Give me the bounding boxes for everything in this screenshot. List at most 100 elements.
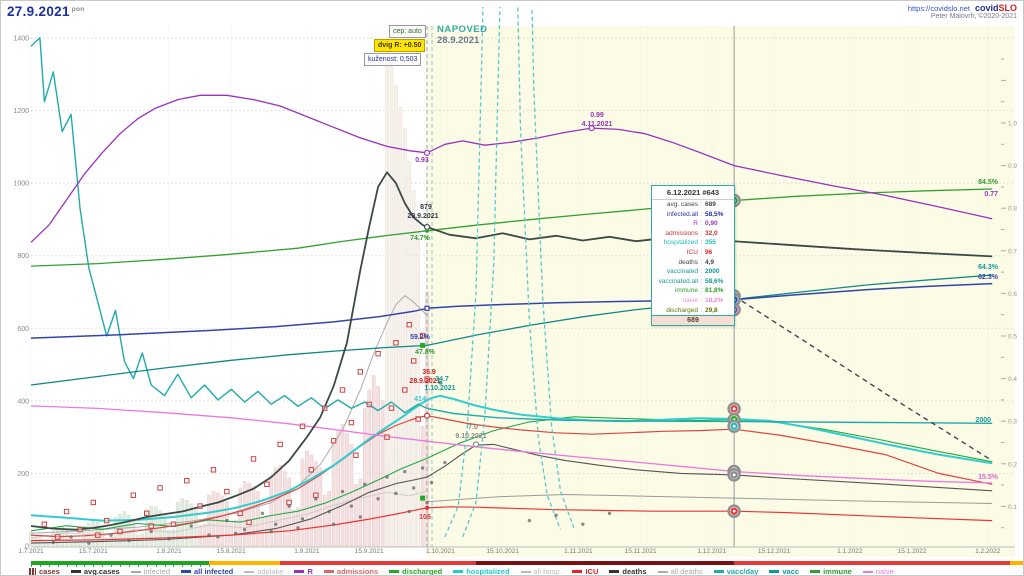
tooltip-date-title: 6.12.2021 #643 [652, 186, 734, 200]
cases-bar [202, 523, 207, 547]
legend-item-avg-cases[interactable]: avg.cases [70, 567, 120, 575]
annotation-label: 9.10.2021 [455, 433, 486, 440]
legend-item-discharged[interactable]: discharged [389, 567, 442, 575]
legend-item-icu[interactable]: ICU [572, 567, 598, 575]
timeline-vacc-tick [182, 565, 184, 567]
admissions-point [348, 419, 355, 426]
infectiousness-button[interactable]: kuženost: 0,503 [364, 53, 422, 66]
deaths-point [527, 518, 532, 523]
timeline-segment [280, 561, 476, 565]
deaths-point [287, 504, 291, 508]
legend-item-infected[interactable]: infected [130, 567, 170, 575]
legend-item-all-deaths[interactable]: all deaths [657, 567, 703, 575]
timeline-vacc-tick [164, 565, 166, 567]
timeline-vacc-tick [39, 565, 41, 567]
admissions-point [148, 523, 154, 529]
cases-bar [278, 465, 283, 547]
cases-bar [29, 531, 33, 547]
deaths-point [425, 500, 429, 505]
cases-bar [238, 487, 242, 547]
legend-item-vacc[interactable]: vacc [769, 567, 799, 575]
deaths-point [554, 513, 558, 517]
legend-item-deaths[interactable]: deaths [609, 567, 647, 576]
marker [425, 228, 430, 233]
deaths-point [394, 491, 398, 496]
vaccination-mode-button[interactable]: cep: auto [389, 25, 426, 38]
tooltip-row: ICU:96 [686, 248, 713, 256]
cases-bar [122, 511, 127, 547]
legend-item-naive[interactable]: naive [862, 567, 894, 575]
cases-bar [363, 407, 367, 547]
cases-bar [291, 509, 296, 547]
y-axis-left-tick: 200 [17, 471, 29, 478]
legend-item-odplake[interactable]: odplake [244, 567, 284, 576]
legend-item-immune[interactable]: immune [810, 567, 852, 575]
timeline-vacc-tick [31, 565, 32, 567]
series-icu [30, 506, 993, 542]
deaths-point [412, 486, 416, 490]
deaths-point [349, 504, 354, 508]
cases-bar [265, 515, 269, 547]
r-boost-button[interactable]: dvig R: +0.50 [374, 39, 426, 52]
admissions-point [237, 510, 243, 517]
annotation-label: 62.3% [978, 274, 999, 281]
annotation-label: 64.3% [978, 264, 999, 271]
deaths-point [234, 531, 238, 535]
timeline-segment [476, 561, 735, 565]
deaths-point [87, 541, 91, 545]
admissions-point [264, 481, 270, 488]
deaths-point [363, 482, 367, 487]
marker [438, 380, 443, 385]
cases-bar [104, 537, 109, 547]
annotation-label: 28.9.2021 [409, 378, 440, 385]
y-axis-left-tick: 1000 [13, 181, 29, 188]
timeline-vacc-tick [102, 565, 104, 567]
legend-line-swatch [810, 570, 821, 573]
marker [425, 505, 430, 510]
deaths-point [189, 524, 193, 528]
cases-bar [118, 513, 122, 547]
legend-item-hospitalized[interactable]: hospitalized [453, 567, 510, 575]
deaths-point [216, 535, 220, 539]
brand-slo: SLO [998, 3, 1017, 13]
deaths-point [443, 460, 447, 465]
cases-bar [331, 440, 336, 547]
site-link[interactable]: https://covidslo.net covidSLO [908, 3, 1017, 13]
admissions-point [55, 534, 61, 540]
series-admissions [30, 415, 993, 538]
legend-item-all-infected[interactable]: all infected [181, 567, 233, 575]
legend-item-vacc-day[interactable]: vacc/day [713, 567, 758, 575]
cases-bar [225, 501, 229, 547]
legend-item-label: deaths [622, 567, 647, 576]
tooltip-row: deaths:4,9 [678, 258, 715, 266]
cases-bars-icon [29, 568, 36, 575]
author-credit: Peter Malovrh, ©2020-2021 [930, 13, 1017, 20]
legend-line-swatch [572, 570, 583, 573]
timeline-vacc-tick [66, 565, 68, 567]
legend-item-admissions[interactable]: admissions [323, 567, 378, 575]
cases-bar [358, 478, 363, 547]
cases-bar [287, 477, 291, 547]
admissions-point [197, 503, 203, 509]
x-axis-tick: 1.8.2021 [156, 548, 182, 555]
x-axis-tick: 15.11.2021 [625, 548, 657, 555]
legend-item-all-hosp-[interactable]: all hosp. [520, 567, 561, 575]
annotation-label: 879 [420, 204, 432, 211]
timeline-vacc-tick [209, 565, 210, 567]
brand-covid: covid [974, 3, 999, 13]
deaths-point [69, 535, 73, 539]
legend-item-cases[interactable]: cases [29, 567, 60, 575]
x-axis-tick: 15.9.2021 [355, 548, 384, 555]
legend-item-label: odplake [257, 567, 284, 576]
x-axis-tick: 15.8.2021 [217, 548, 246, 555]
y-axis-right-tick: 0.5 [1008, 334, 1017, 341]
forecast-date: 28.9.2021 [437, 35, 480, 46]
legend-item-r[interactable]: R [294, 567, 313, 576]
legend-line-swatch [294, 570, 305, 573]
legend-line-swatch [609, 570, 620, 573]
site-url[interactable]: https://covidslo.net [907, 4, 970, 13]
legend-item-label: R [307, 567, 313, 576]
annotation-label: 74.7% [410, 235, 431, 242]
legend-line-swatch [769, 570, 780, 573]
